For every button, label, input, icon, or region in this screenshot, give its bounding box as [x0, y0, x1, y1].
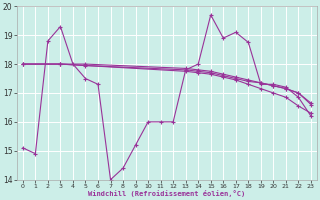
X-axis label: Windchill (Refroidissement éolien,°C): Windchill (Refroidissement éolien,°C)	[88, 190, 245, 197]
